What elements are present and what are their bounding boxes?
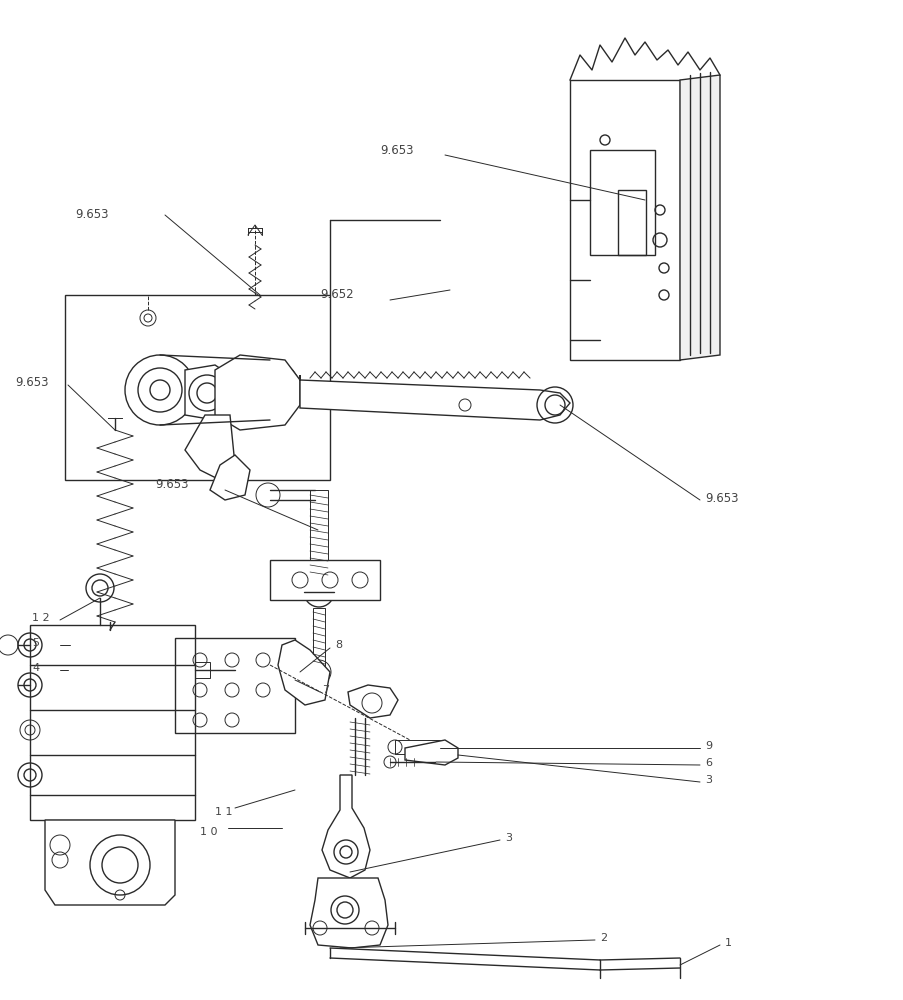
Polygon shape xyxy=(405,740,458,765)
Bar xyxy=(395,740,440,754)
Text: 9.653: 9.653 xyxy=(379,144,413,157)
Polygon shape xyxy=(679,75,719,360)
Polygon shape xyxy=(570,80,679,360)
Bar xyxy=(175,638,294,733)
Bar xyxy=(310,490,328,590)
Text: 8: 8 xyxy=(335,640,341,650)
Polygon shape xyxy=(185,365,229,420)
Polygon shape xyxy=(215,355,300,430)
Text: 4: 4 xyxy=(32,663,39,673)
Polygon shape xyxy=(209,455,250,500)
Polygon shape xyxy=(310,878,387,948)
Bar xyxy=(195,662,209,678)
Text: 9: 9 xyxy=(704,741,712,751)
Text: 2: 2 xyxy=(600,933,607,943)
Polygon shape xyxy=(270,560,379,600)
Text: 9.653: 9.653 xyxy=(15,375,49,388)
Text: 1 2: 1 2 xyxy=(32,613,50,623)
Text: 1 1: 1 1 xyxy=(215,807,232,817)
Text: 6: 6 xyxy=(704,758,712,768)
Text: 3: 3 xyxy=(505,833,511,843)
Text: 7: 7 xyxy=(321,685,329,695)
Polygon shape xyxy=(185,415,235,480)
Polygon shape xyxy=(300,375,570,420)
Bar xyxy=(65,295,330,480)
Text: 5: 5 xyxy=(32,638,39,648)
Text: 9.653: 9.653 xyxy=(154,479,189,491)
Polygon shape xyxy=(45,820,175,905)
Polygon shape xyxy=(348,685,397,718)
Text: 3: 3 xyxy=(704,775,712,785)
Polygon shape xyxy=(321,775,369,878)
Bar xyxy=(312,608,325,668)
Text: 9.653: 9.653 xyxy=(704,491,738,504)
Bar xyxy=(618,190,646,255)
Bar xyxy=(30,625,195,820)
Bar xyxy=(590,150,655,255)
Text: 9.653: 9.653 xyxy=(75,209,108,222)
Text: 9.652: 9.652 xyxy=(320,288,353,302)
Text: 1 0: 1 0 xyxy=(200,827,218,837)
Polygon shape xyxy=(278,640,330,705)
Text: 1: 1 xyxy=(724,938,731,948)
